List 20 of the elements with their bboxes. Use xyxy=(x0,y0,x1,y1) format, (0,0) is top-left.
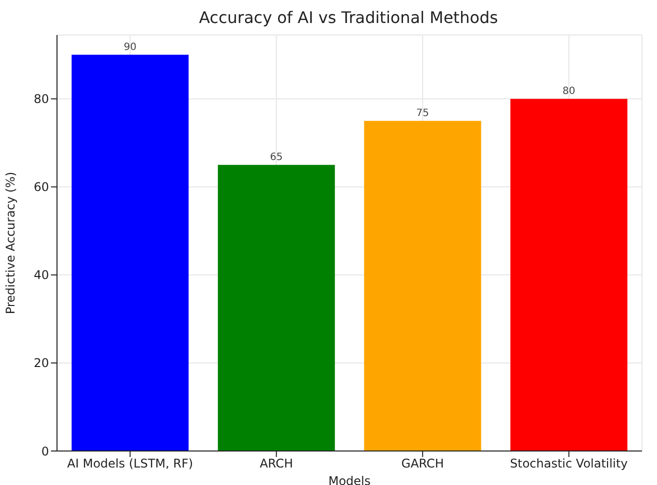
data-label: 75 xyxy=(416,108,429,119)
data-label: 90 xyxy=(124,42,136,53)
y-tick-label: 0 xyxy=(41,444,49,458)
data-label: 65 xyxy=(270,152,283,163)
bar xyxy=(218,164,335,451)
y-axis-title: Predictive Accuracy (%) xyxy=(3,172,18,314)
y-tick-label: 60 xyxy=(34,180,49,194)
bar xyxy=(510,98,628,451)
chart-title: Accuracy of AI vs Traditional Methods xyxy=(198,8,499,27)
y-tick-label: 40 xyxy=(34,268,49,282)
x-tick-label: GARCH xyxy=(401,456,444,471)
bar xyxy=(72,54,189,451)
data-label: 80 xyxy=(562,86,576,97)
x-tick-label: Stochastic Volatility xyxy=(510,456,628,471)
bar xyxy=(364,120,482,451)
y-tick-label: 80 xyxy=(34,92,49,106)
x-tick-label: AI Models (LSTM, RF) xyxy=(67,456,194,471)
x-axis-title: Models xyxy=(328,474,371,485)
y-tick-label: 20 xyxy=(34,356,49,370)
x-tick-label: ARCH xyxy=(260,456,294,471)
